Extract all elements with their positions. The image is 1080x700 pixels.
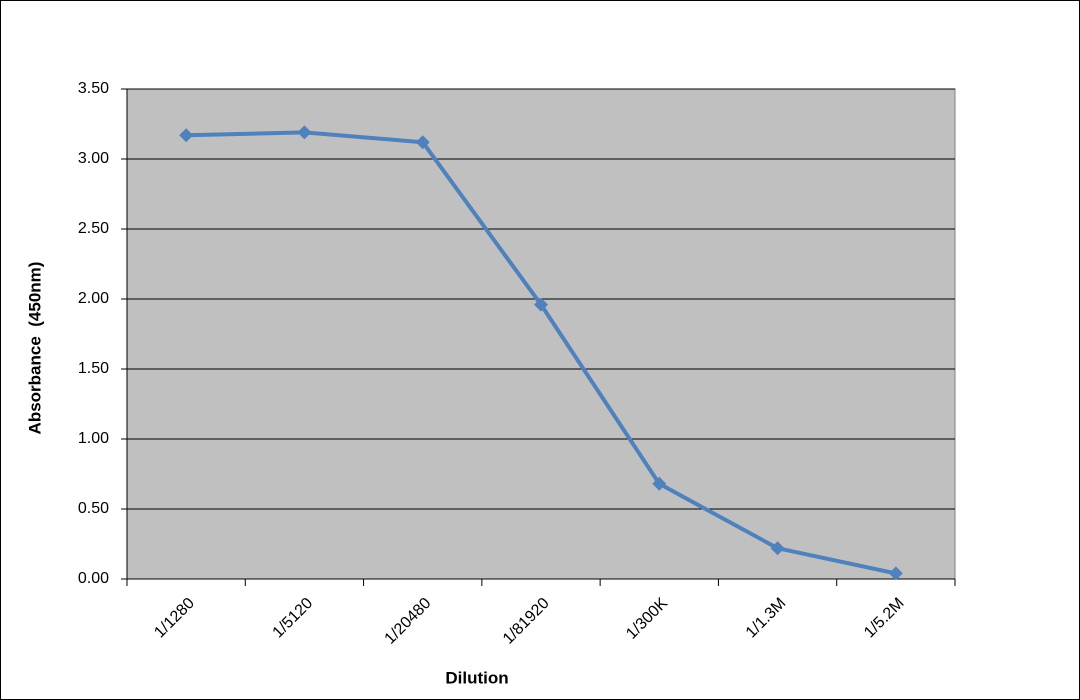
data-point (770, 541, 785, 556)
y-tick-label: 3.50 (78, 80, 109, 97)
y-tick-label: 2.00 (78, 290, 109, 307)
plot-area (126, 88, 956, 580)
y-tick-label: 1.00 (78, 430, 109, 447)
data-point (534, 297, 548, 312)
data-point (297, 125, 312, 140)
y-tick-label: 1.50 (78, 360, 109, 377)
y-tick-label: 2.50 (78, 220, 109, 237)
y-tick-label: 0.50 (78, 500, 109, 517)
x-axis-title: Dilution (445, 668, 508, 687)
data-point (179, 128, 194, 143)
y-axis-title: Absorbance (450nm) (25, 262, 44, 435)
data-point (652, 476, 667, 491)
data-point (888, 566, 903, 581)
data-point (415, 135, 430, 150)
y-tick-label: 3.00 (78, 150, 109, 167)
y-tick-label: 0.00 (78, 570, 109, 587)
